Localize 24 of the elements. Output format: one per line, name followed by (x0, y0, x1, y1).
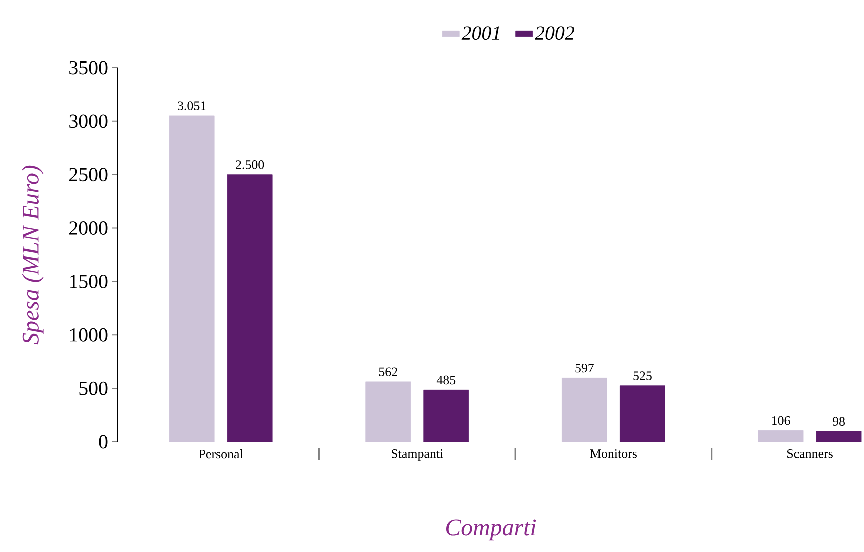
data-label: 562 (379, 368, 398, 376)
data-label: 106 (772, 416, 790, 426)
y-tick-label: 0 (99, 435, 108, 449)
y-tick-label: 1500 (70, 274, 108, 288)
y-tick-label: 2000 (70, 222, 108, 235)
y-axis-title: Spesa (MLN Euro) (22, 166, 44, 345)
x-tick-label: Personal (199, 450, 244, 459)
x-tick-label: Monitors (590, 450, 637, 458)
legend-label: 2002 (535, 26, 574, 40)
y-tick-label: 2500 (70, 168, 108, 182)
data-label: 485 (436, 376, 456, 385)
data-label: 3.051 (178, 102, 206, 110)
data-label: 98 (832, 417, 845, 426)
x-axis-title: Comparti (446, 520, 536, 541)
legend-label: 2001 (462, 26, 500, 40)
y-tick-label: 3500 (70, 61, 108, 75)
y-tick-label: 1000 (70, 328, 108, 342)
data-label: 597 (576, 364, 594, 373)
x-tick-label: Scanners (788, 450, 833, 458)
x-tick-label: Stampanti (392, 450, 444, 461)
data-label: 525 (634, 372, 652, 380)
y-tick-label: 500 (80, 382, 108, 396)
y-tick-label: 3000 (70, 114, 108, 128)
data-label: 2.500 (236, 160, 264, 170)
